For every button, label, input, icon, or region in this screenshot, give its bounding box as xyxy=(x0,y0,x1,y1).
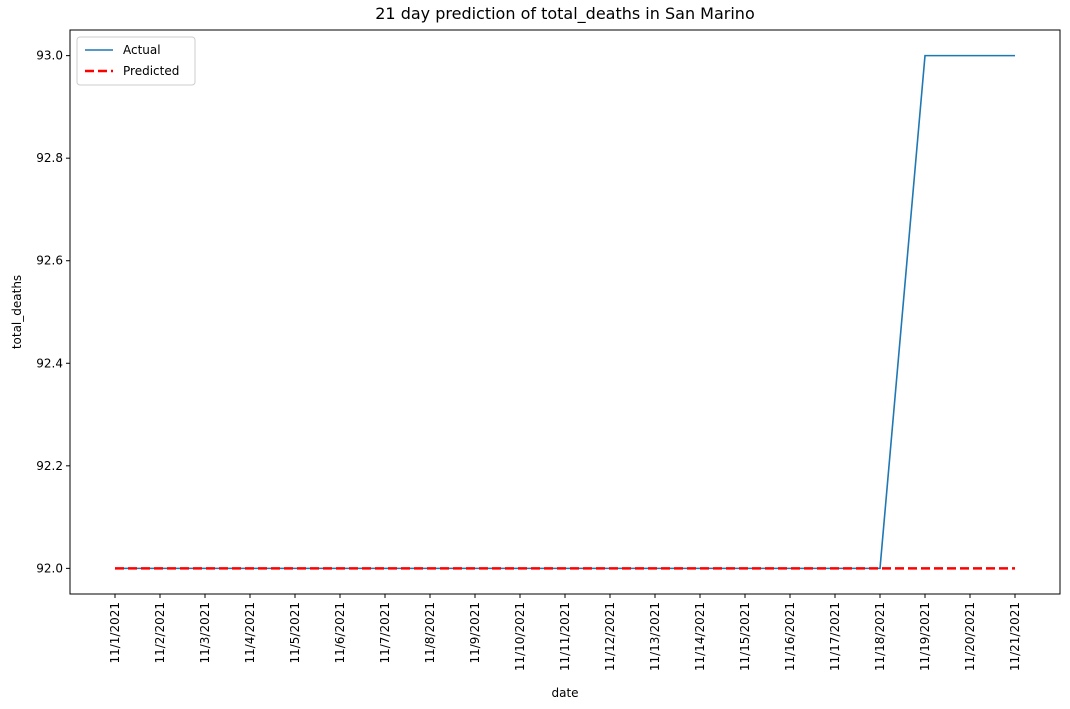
legend-label-actual: Actual xyxy=(123,43,161,57)
x-tick-label: 11/15/2021 xyxy=(738,602,752,671)
x-axis-label: date xyxy=(551,686,578,700)
x-tick-label: 11/9/2021 xyxy=(468,602,482,664)
x-tick-label: 11/8/2021 xyxy=(423,602,437,664)
legend-label-predicted: Predicted xyxy=(123,64,179,78)
x-tick-label: 11/5/2021 xyxy=(288,602,302,664)
x-tick-label: 11/18/2021 xyxy=(873,602,887,671)
chart-title: 21 day prediction of total_deaths in San… xyxy=(375,4,754,24)
series-lines xyxy=(115,54,1015,570)
x-tick-label: 11/13/2021 xyxy=(648,602,662,671)
x-tick-label: 11/6/2021 xyxy=(333,602,347,664)
x-tick-label: 11/12/2021 xyxy=(603,602,617,671)
y-tick-label: 92.8 xyxy=(36,151,63,165)
x-tick-label: 11/7/2021 xyxy=(378,602,392,664)
x-tick-label: 11/20/2021 xyxy=(963,602,977,671)
y-tick-label: 92.2 xyxy=(36,459,63,473)
x-tick-label: 11/17/2021 xyxy=(828,602,842,671)
x-tick-label: 11/19/2021 xyxy=(918,602,932,671)
plot-area xyxy=(69,29,1061,595)
x-tick-label: 11/21/2021 xyxy=(1008,602,1022,671)
x-tick-label: 11/2/2021 xyxy=(153,602,167,664)
y-axis-label: total_deaths xyxy=(10,275,24,349)
y-axis: 92.0 92.2 92.4 92.6 92.8 93.0 xyxy=(36,49,70,575)
legend-box xyxy=(76,36,196,86)
legend: Actual Predicted xyxy=(76,36,196,86)
y-tick-label: 92.0 xyxy=(36,561,63,575)
x-tick-label: 11/1/2021 xyxy=(108,602,122,664)
x-tick-label: 11/14/2021 xyxy=(693,602,707,671)
y-tick-label: 92.6 xyxy=(36,254,63,268)
y-tick-label: 93.0 xyxy=(36,49,63,63)
x-tick-label: 11/16/2021 xyxy=(783,602,797,671)
x-tick-label: 11/3/2021 xyxy=(198,602,212,664)
x-tick-label: 11/10/2021 xyxy=(513,602,527,671)
x-axis: 11/1/2021 11/2/2021 11/3/2021 11/4/2021 11/5… xyxy=(108,594,1022,671)
x-tick-label: 11/11/2021 xyxy=(558,602,572,671)
x-tick-label: 11/4/2021 xyxy=(243,602,257,664)
y-tick-label: 92.4 xyxy=(36,356,63,370)
